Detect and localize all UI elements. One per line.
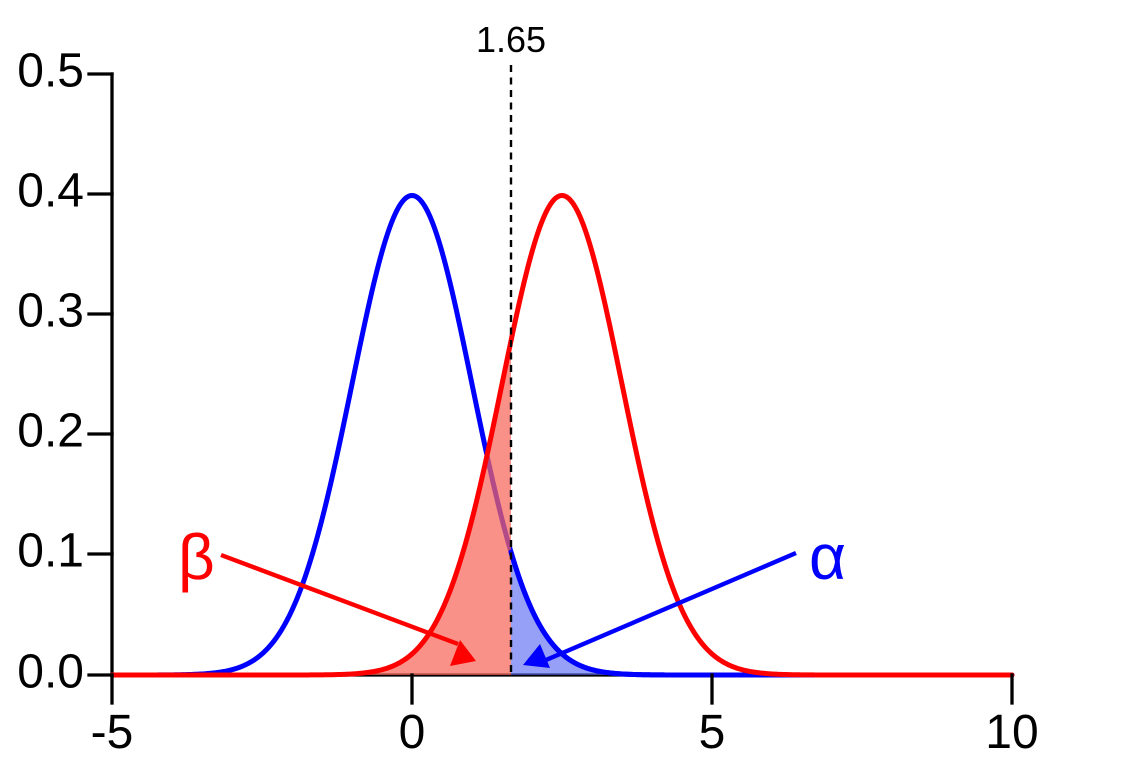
svg-text:0.3: 0.3 [17,285,84,338]
svg-text:0.0: 0.0 [17,646,84,699]
svg-text:1.65: 1.65 [476,19,546,60]
svg-text:0.1: 0.1 [17,525,84,578]
svg-text:-5: -5 [91,706,134,759]
svg-text:0.4: 0.4 [17,165,84,218]
svg-text:0: 0 [399,706,426,759]
svg-text:10: 10 [985,706,1038,759]
svg-text:α: α [809,521,846,593]
svg-text:5: 5 [699,706,726,759]
svg-text:0.2: 0.2 [17,405,84,458]
svg-text:0.5: 0.5 [17,45,84,98]
svg-text:β: β [178,521,215,593]
